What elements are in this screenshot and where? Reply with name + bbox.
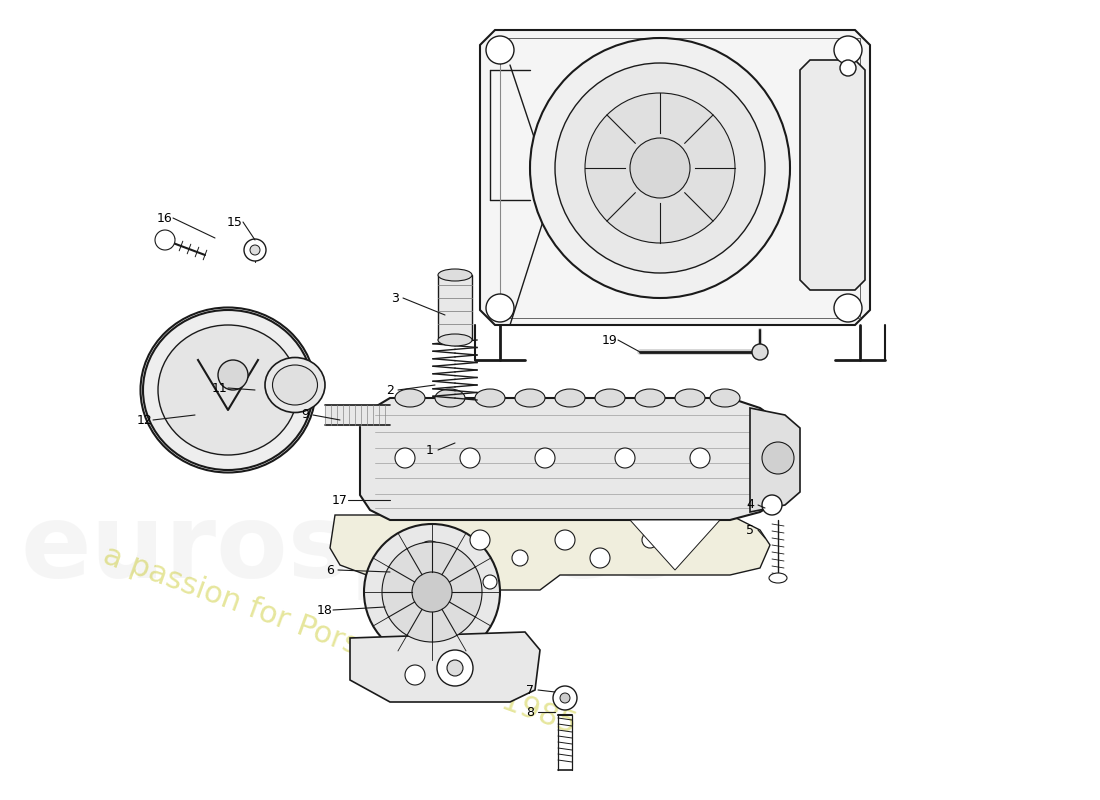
Ellipse shape [438,334,472,346]
Circle shape [447,660,463,676]
Circle shape [364,524,500,660]
Polygon shape [350,632,540,702]
Ellipse shape [434,389,465,407]
Circle shape [590,548,610,568]
Circle shape [416,541,444,569]
Ellipse shape [438,269,472,281]
Circle shape [460,448,480,468]
Circle shape [218,360,248,390]
Circle shape [382,542,482,642]
Text: 1: 1 [426,443,433,457]
Circle shape [155,230,175,250]
Text: 19: 19 [602,334,618,346]
Ellipse shape [395,389,425,407]
Circle shape [405,665,425,685]
Circle shape [512,550,528,566]
Text: 11: 11 [212,382,228,394]
Circle shape [690,448,710,468]
Polygon shape [480,30,870,325]
Ellipse shape [265,358,324,413]
Text: 12: 12 [138,414,153,426]
Ellipse shape [143,310,314,470]
Circle shape [437,650,473,686]
Polygon shape [630,520,720,570]
Text: 4: 4 [746,498,754,511]
Circle shape [395,448,415,468]
Circle shape [834,36,862,64]
Text: 15: 15 [227,215,243,229]
Ellipse shape [635,389,666,407]
Polygon shape [750,408,800,512]
Circle shape [535,448,556,468]
Circle shape [834,294,862,322]
Circle shape [556,530,575,550]
Circle shape [752,344,768,360]
Polygon shape [800,60,865,290]
Ellipse shape [595,389,625,407]
Circle shape [244,239,266,261]
Ellipse shape [769,573,786,583]
Text: eurospares: eurospares [21,499,679,601]
Circle shape [486,36,514,64]
Circle shape [486,294,514,322]
Text: 17: 17 [332,494,348,506]
Circle shape [483,575,497,589]
Circle shape [433,573,447,587]
Text: 3: 3 [392,291,399,305]
Polygon shape [330,515,770,590]
Circle shape [250,245,260,255]
Ellipse shape [475,389,505,407]
Ellipse shape [675,389,705,407]
Ellipse shape [158,325,298,455]
Text: 7: 7 [526,683,534,697]
Circle shape [615,448,635,468]
Circle shape [585,93,735,243]
Circle shape [630,138,690,198]
Circle shape [762,495,782,515]
Ellipse shape [710,389,740,407]
Circle shape [556,63,764,273]
Text: 18: 18 [317,603,333,617]
Ellipse shape [515,389,544,407]
Polygon shape [360,398,780,520]
Circle shape [553,686,578,710]
Circle shape [470,530,490,550]
Circle shape [762,442,794,474]
Text: 6: 6 [326,563,334,577]
Ellipse shape [273,365,318,405]
Text: 16: 16 [157,211,173,225]
Text: 9: 9 [301,409,309,422]
Polygon shape [438,275,472,340]
Text: 5: 5 [746,523,754,537]
Text: 2: 2 [386,383,394,397]
Text: 8: 8 [526,706,534,718]
Circle shape [642,532,658,548]
Circle shape [530,38,790,298]
Circle shape [560,693,570,703]
Circle shape [840,60,856,76]
Ellipse shape [556,389,585,407]
Text: a passion for Porsche since 1985: a passion for Porsche since 1985 [99,541,581,739]
Circle shape [412,572,452,612]
